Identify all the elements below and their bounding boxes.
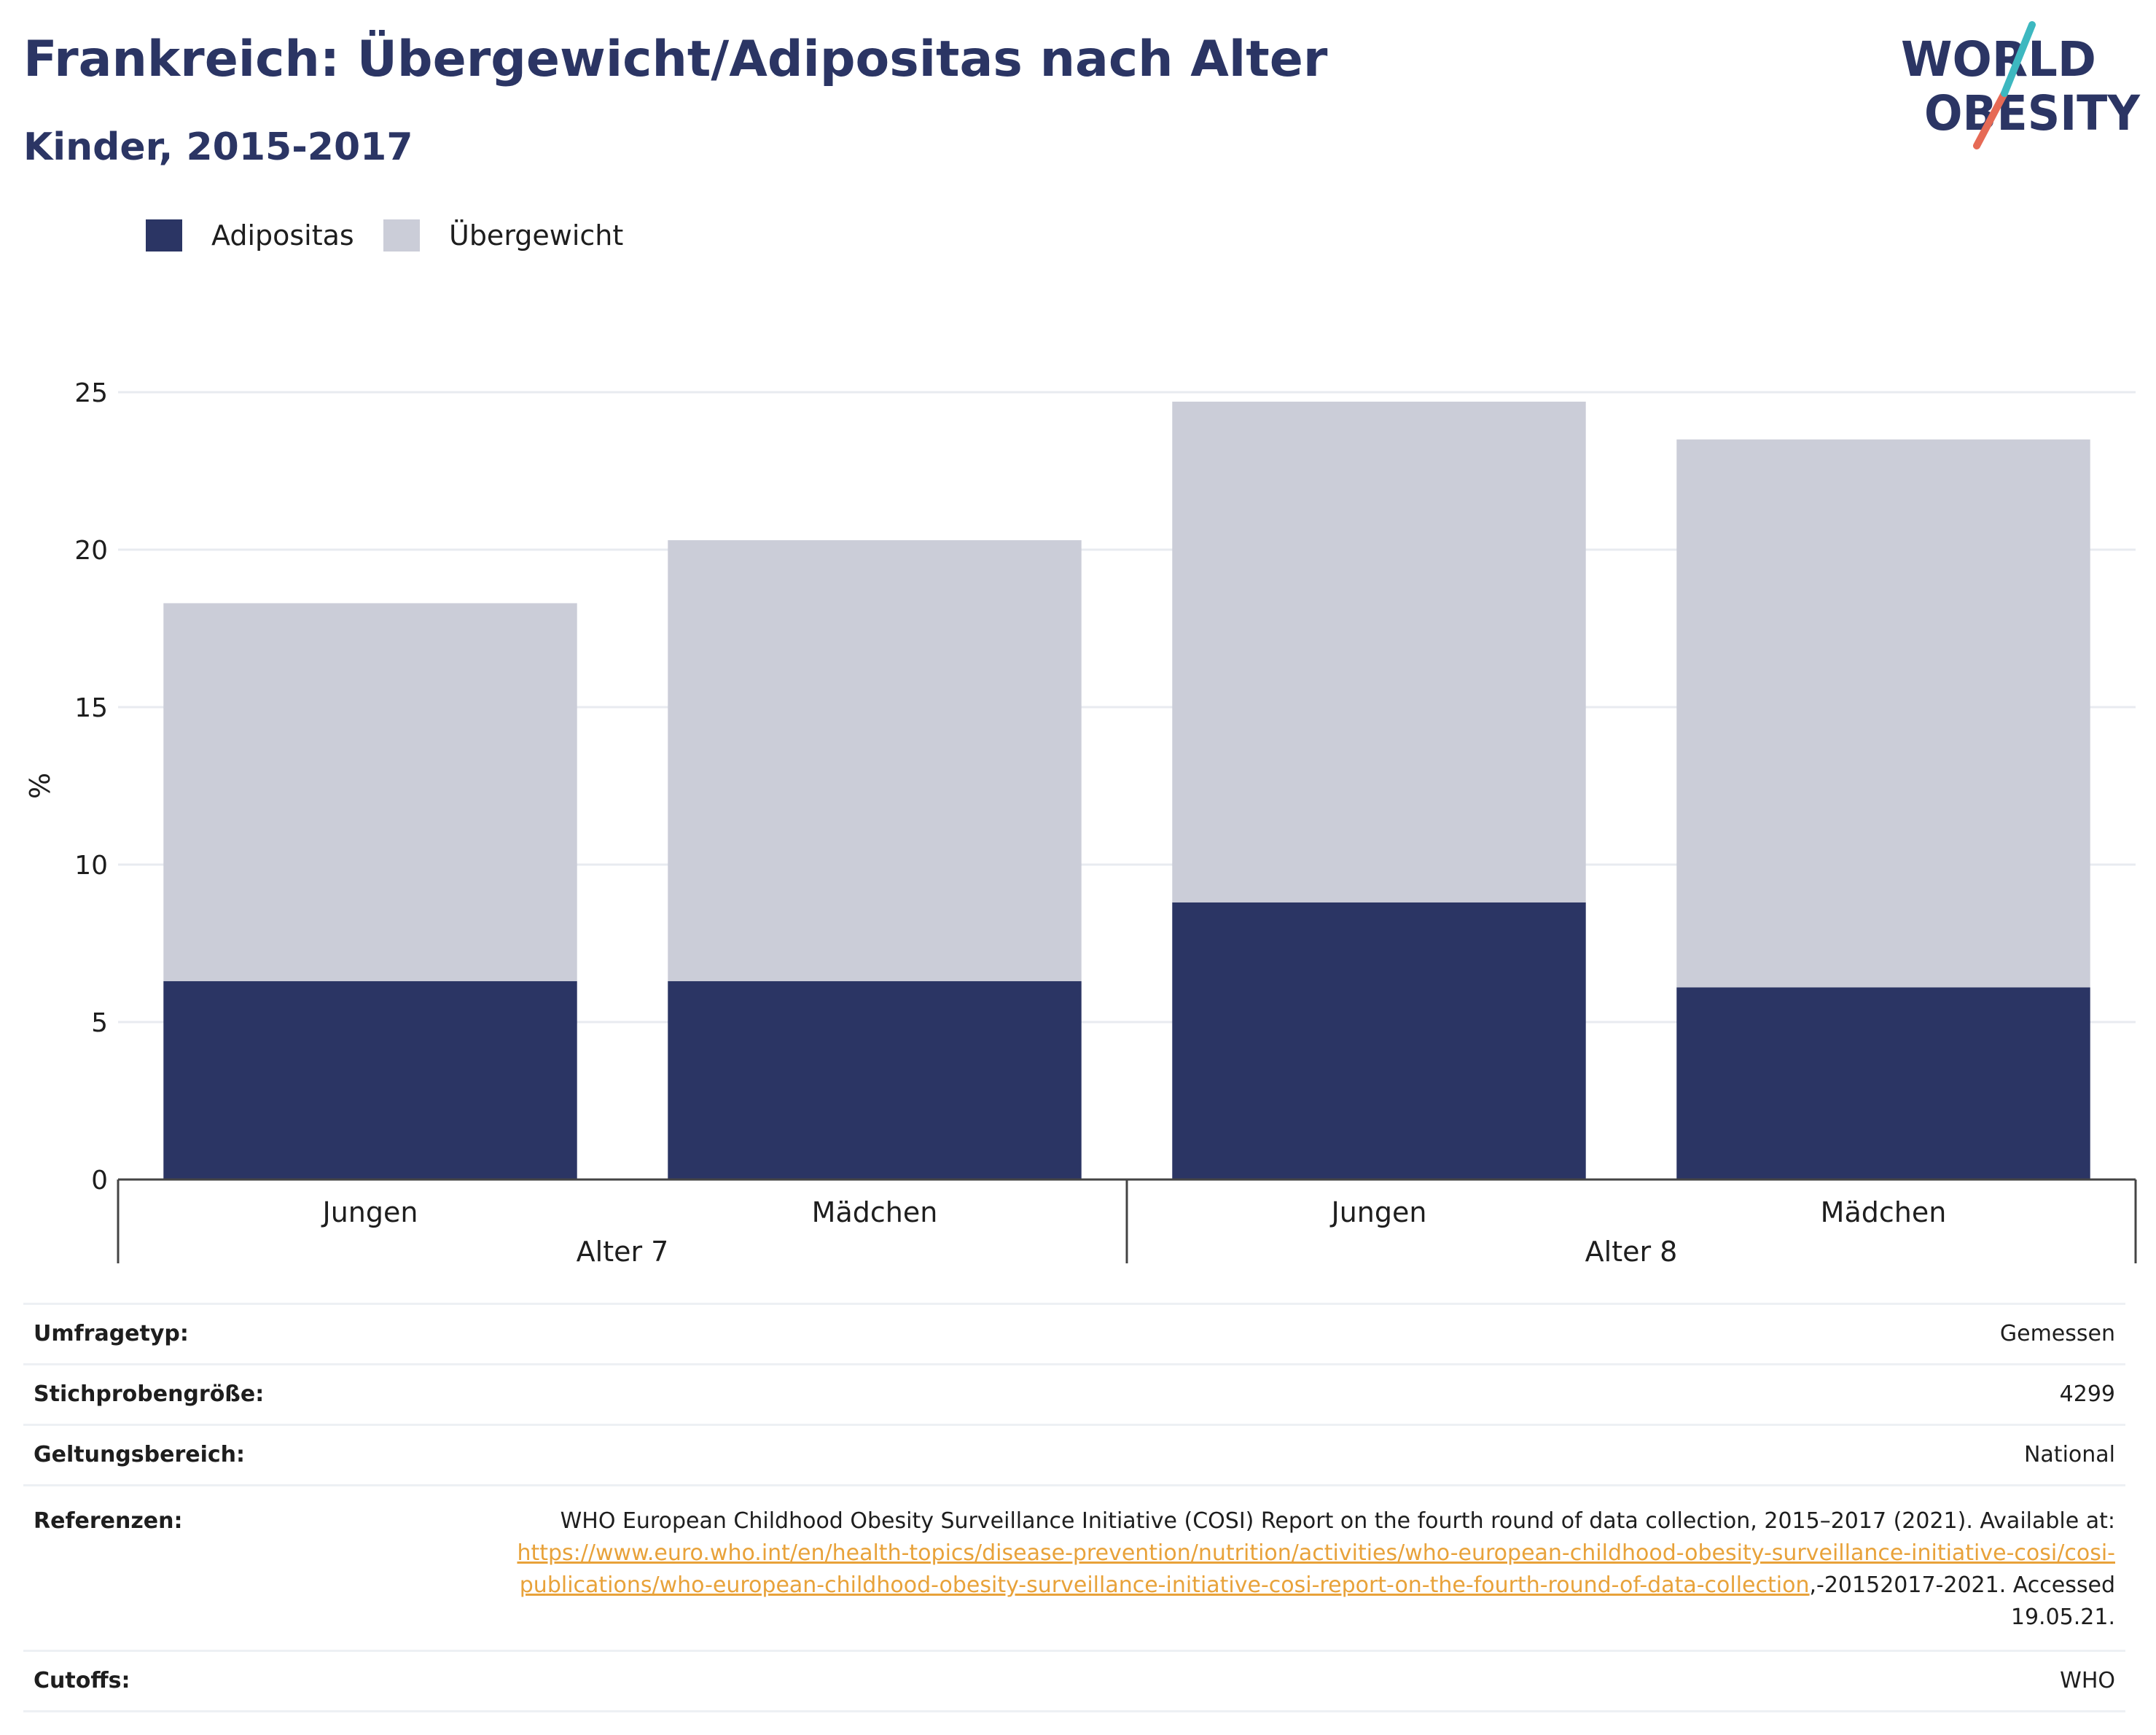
info-value: Gemessen — [471, 1303, 2125, 1365]
info-row-cutoffs: Cutoffs: WHO — [23, 1650, 2125, 1712]
bar — [1676, 439, 2090, 988]
logo-slash-bottom — [1973, 90, 2008, 149]
info-value: 4299 — [471, 1363, 2125, 1425]
y-tick-label: 5 — [91, 1008, 108, 1038]
bar-chart: 0 5 10 15 20 25% Jungen Mädchen Jungen Mädchen Alt… — [24, 378, 2137, 1268]
bar — [668, 980, 1082, 1180]
info-row-scope: Geltungsbereich: National — [23, 1424, 2125, 1486]
legend-swatch-uebergewicht — [383, 219, 420, 252]
y-tick-label: 20 — [74, 536, 108, 566]
legend-label-adipositas: Adipositas — [211, 219, 354, 252]
bar — [1676, 987, 2090, 1180]
info-row-references: Referenzen: WHO European Childhood Obesi… — [23, 1484, 2125, 1651]
chart-title: Frankreich: Übergewicht/Adipositas nach … — [23, 31, 1328, 88]
x-tick-label: Jungen — [321, 1196, 418, 1228]
reference-link[interactable]: https://www.euro.who.int/en/health-topic… — [517, 1540, 2115, 1598]
info-label: Referenzen: — [23, 1484, 471, 1651]
info-row-survey-type: Umfragetyp: Gemessen — [23, 1303, 2125, 1365]
y-tick-label: 15 — [74, 693, 108, 723]
bar — [163, 603, 577, 981]
logo-line2: OBESITY — [1924, 85, 2141, 141]
bar — [163, 980, 577, 1180]
legend-item-uebergewicht[interactable]: Übergewicht — [383, 217, 623, 254]
info-table: Umfragetyp: Gemessen Stichprobengröße: 4… — [23, 1303, 2125, 1712]
bar — [668, 540, 1082, 981]
references-text: WHO European Childhood Obesity Surveilla… — [471, 1484, 2125, 1651]
x-tick-label: Mädchen — [1821, 1196, 1947, 1228]
chart-subtitle: Kinder, 2015-2017 — [23, 125, 413, 169]
bar — [1172, 902, 1586, 1180]
info-label: Cutoffs: — [23, 1650, 471, 1712]
info-label: Stichprobengröße: — [23, 1363, 471, 1425]
references-text-after: ,-20152017-2021. Accessed 19.05.21. — [1809, 1572, 2115, 1630]
x-tick-label: Mädchen — [812, 1196, 938, 1228]
group-label: Alter 8 — [1585, 1236, 1678, 1268]
group-label: Alter 7 — [577, 1236, 669, 1268]
info-row-sample-size: Stichprobengröße: 4299 — [23, 1363, 2125, 1425]
y-tick-label: 25 — [74, 378, 108, 408]
x-tick-label: Jungen — [1330, 1196, 1427, 1228]
logo-slash-top — [2001, 21, 2036, 97]
y-tick-label: 10 — [74, 851, 108, 881]
references-text-before: WHO European Childhood Obesity Surveilla… — [560, 1508, 2115, 1534]
logo-line1: WORLD — [1901, 31, 2096, 87]
legend-item-adipositas[interactable]: Adipositas — [146, 217, 354, 254]
info-value: National — [471, 1424, 2125, 1486]
legend-swatch-adipositas — [146, 219, 182, 252]
bar — [1172, 401, 1586, 902]
world-obesity-logo: WORLD OBESITY — [1901, 21, 2141, 149]
info-label: Geltungsbereich: — [23, 1424, 471, 1486]
y-tick-label: 0 — [91, 1166, 108, 1196]
legend-label-uebergewicht: Übergewicht — [449, 219, 624, 252]
y-axis-label: % — [24, 773, 56, 799]
info-label: Umfragetyp: — [23, 1303, 471, 1365]
info-value: WHO — [471, 1650, 2125, 1712]
